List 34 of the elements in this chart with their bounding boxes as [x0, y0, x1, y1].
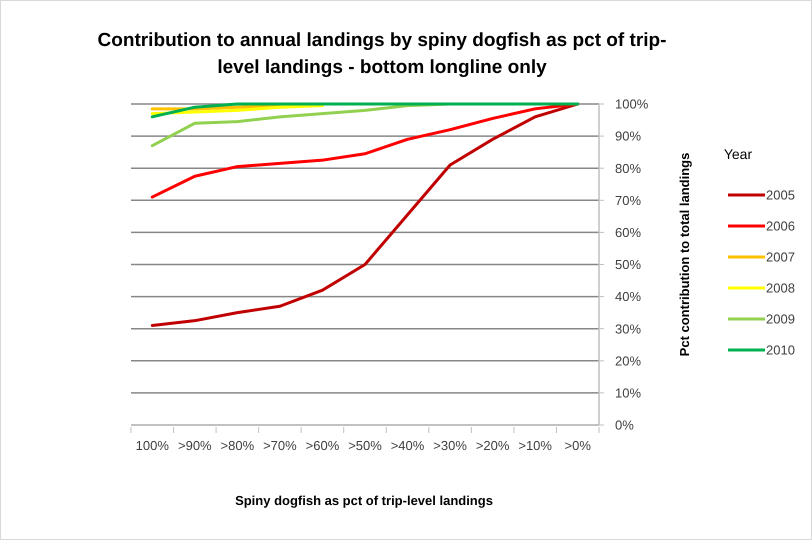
legend-label: 2007 — [766, 250, 795, 265]
legend-title: Year — [724, 146, 752, 162]
y-tick-label: 100% — [615, 96, 649, 112]
x-tick-label: >60% — [306, 438, 340, 453]
y-tick-label: 0% — [615, 418, 634, 433]
y-tick-label: 10% — [615, 385, 642, 400]
x-tick-label: >80% — [220, 438, 255, 453]
x-tick-label: 100% — [136, 438, 170, 453]
chart-title: Contribution to annual landings by spiny dogfish as pct of trip-level landings - bottom longline only — [98, 30, 666, 78]
x-tick-label: >40% — [390, 438, 425, 453]
line-series — [150, 104, 324, 116]
x-tick-label: >20% — [476, 438, 510, 453]
y-tick-label: 90% — [615, 128, 642, 144]
legend-label: 2010 — [766, 342, 795, 358]
x-tick-label: >10% — [518, 438, 552, 453]
legend-label: 2008 — [766, 280, 795, 296]
legend-label: 2009 — [766, 312, 795, 327]
y-axis-title: Pct contribution to total landings — [677, 152, 692, 356]
y-tick-label: 40% — [615, 289, 642, 304]
x-tick-label: >30% — [433, 438, 468, 453]
x-tick-label: >0% — [564, 438, 592, 453]
legend-label: 2006 — [766, 218, 795, 234]
x-tick-label: >70% — [263, 438, 298, 453]
legend-label: 2005 — [766, 188, 795, 203]
y-tick-label: 30% — [615, 321, 642, 336]
y-tick-label: 60% — [615, 224, 642, 240]
y-tick-label: 20% — [615, 353, 642, 368]
x-tick-label: >90% — [178, 438, 212, 453]
y-tick-label: 70% — [615, 192, 642, 208]
line-series — [150, 102, 580, 327]
x-tick-label: >50% — [348, 438, 382, 453]
y-tick-label: 50% — [615, 257, 642, 272]
y-tick-label: 80% — [615, 160, 642, 176]
x-axis-title: Spiny dogfish as pct of trip-level landings — [235, 493, 493, 508]
